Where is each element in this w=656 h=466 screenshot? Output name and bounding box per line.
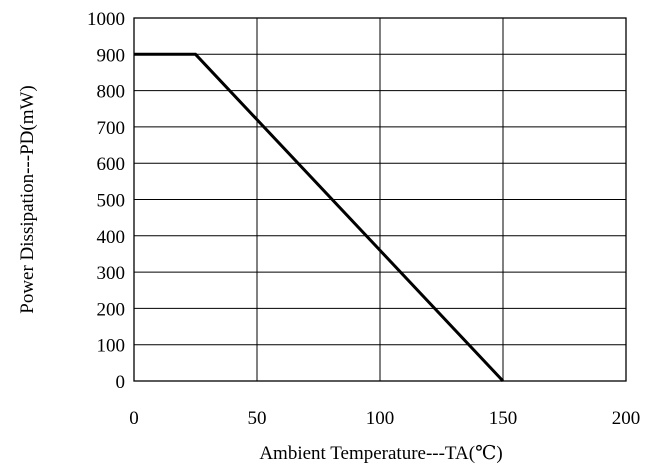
y-tick-label-200: 200	[97, 299, 126, 320]
y-tick-label-600: 600	[97, 154, 126, 175]
series-line-0	[134, 52, 505, 383]
x-tick-label-100: 100	[366, 408, 395, 429]
y-tick-label-1000: 1000	[87, 9, 125, 30]
y-tick-label-100: 100	[97, 336, 126, 357]
x-tick-label-150: 150	[489, 408, 518, 429]
y-tick-label-700: 700	[97, 118, 126, 139]
y-tick-label-0: 0	[116, 372, 126, 393]
x-tick-labels: 0 50 100 150 200	[129, 408, 640, 429]
y-tick-label-800: 800	[97, 82, 126, 103]
series-group	[134, 52, 505, 383]
x-axis-label: Ambient Temperature---TA(℃)	[259, 443, 502, 464]
x-tick-label-200: 200	[612, 408, 641, 429]
x-tick-label-0: 0	[129, 408, 139, 429]
x-tick-label-50: 50	[248, 408, 267, 429]
y-tick-label-400: 400	[97, 227, 126, 248]
grid	[133, 17, 627, 382]
y-axis-label: Power Dissipation---PD(mW)	[17, 85, 38, 314]
y-tick-label-900: 900	[97, 45, 126, 66]
y-tick-label-500: 500	[97, 191, 126, 212]
y-tick-labels: 0 100 200 300 400 500 600 700 800 900 1000	[87, 9, 125, 393]
y-tick-label-300: 300	[97, 263, 126, 284]
plot-frame	[133, 17, 627, 382]
